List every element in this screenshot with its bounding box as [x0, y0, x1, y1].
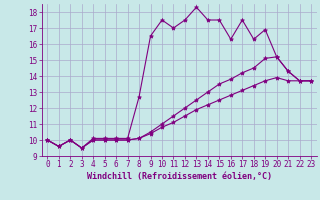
X-axis label: Windchill (Refroidissement éolien,°C): Windchill (Refroidissement éolien,°C): [87, 172, 272, 181]
